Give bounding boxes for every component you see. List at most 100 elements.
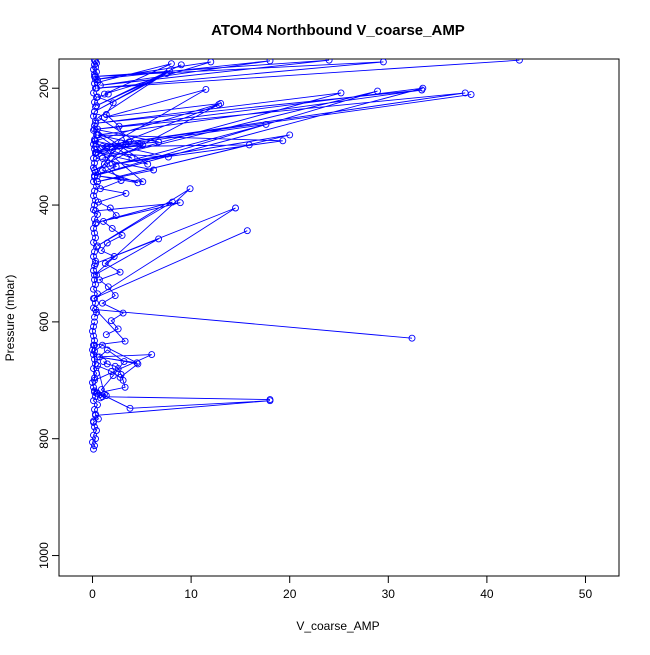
data-point (106, 204, 114, 212)
data-point (92, 306, 99, 314)
data-point (90, 224, 97, 232)
data-point (128, 154, 136, 162)
data-point (374, 87, 381, 95)
series-line (94, 309, 413, 381)
data-point (91, 98, 98, 106)
data-point (168, 198, 176, 206)
data-point (109, 99, 117, 107)
data-point (109, 372, 117, 380)
data-point (94, 242, 101, 250)
x-tick-label: 10 (184, 587, 198, 601)
data-point (92, 360, 99, 368)
data-point (90, 295, 97, 302)
data-point (93, 154, 100, 162)
data-point (108, 224, 116, 232)
data-point (103, 346, 111, 354)
data-point (111, 292, 119, 300)
data-point (92, 257, 99, 265)
data-point (115, 122, 123, 130)
data-point (94, 362, 101, 370)
data-point (139, 141, 147, 149)
data-point (92, 103, 99, 111)
data-point (91, 313, 98, 321)
data-point (90, 238, 97, 246)
data-point (103, 360, 111, 368)
data-point (92, 220, 99, 228)
data-point (99, 217, 107, 225)
data-point (136, 140, 144, 148)
y-tick-label: 200 (37, 78, 51, 98)
data-point (155, 138, 163, 146)
series-line (94, 59, 520, 95)
data-point (118, 231, 126, 239)
data-point (91, 347, 98, 355)
data-point (245, 141, 253, 149)
data-point (90, 323, 97, 331)
y-tick-label: 400 (37, 195, 51, 215)
data-point (91, 187, 98, 195)
data-point (217, 99, 225, 107)
series-4 (91, 306, 416, 384)
data-point (167, 60, 175, 68)
data-point (94, 178, 101, 186)
data-point (94, 198, 102, 206)
x-axis-label: V_coarse_AMP (296, 619, 379, 633)
series-line (94, 87, 472, 183)
data-point (90, 417, 97, 425)
data-point (379, 59, 387, 66)
data-point (92, 143, 99, 151)
x-tick-label: 20 (283, 587, 297, 601)
data-point (90, 332, 97, 340)
data-point (92, 260, 99, 267)
data-point (122, 189, 130, 197)
data-point (419, 84, 427, 92)
data-point (122, 140, 130, 148)
data-point (207, 59, 215, 66)
data-point (90, 140, 97, 148)
data-point (100, 90, 108, 98)
data-point (243, 227, 251, 235)
data-point (90, 192, 97, 200)
data-point (108, 146, 116, 153)
data-point (418, 86, 426, 94)
data-point (98, 143, 106, 151)
data-point (91, 248, 98, 256)
data-point (186, 185, 194, 193)
data-point (90, 112, 97, 120)
data-point (91, 73, 98, 80)
data-point (117, 177, 125, 184)
x-tick-label: 40 (480, 587, 494, 601)
data-point (103, 239, 111, 247)
data-point (94, 401, 101, 409)
data-point (91, 59, 98, 64)
data-point (90, 206, 97, 214)
data-point (91, 159, 98, 167)
data-point (90, 66, 97, 73)
data-point (94, 210, 101, 218)
data-point (408, 334, 416, 342)
data-point (150, 166, 158, 174)
data-point (92, 59, 99, 65)
data-point (202, 85, 210, 93)
y-axis: 200 400 600 800 1000 (37, 78, 60, 569)
data-point (94, 93, 101, 101)
data-point (94, 131, 101, 139)
data-point (91, 337, 98, 345)
data-point (95, 353, 103, 361)
data-point (91, 229, 98, 237)
data-point (91, 108, 98, 116)
series-line (91, 321, 100, 450)
series-6 (90, 185, 251, 302)
data-point (90, 267, 97, 274)
data-point (134, 179, 142, 187)
data-point (337, 89, 345, 97)
data-point (112, 212, 120, 220)
y-axis-label: Pressure (mbar) (3, 275, 17, 362)
data-point (279, 137, 287, 145)
data-point (286, 131, 294, 139)
data-point (148, 351, 156, 359)
data-point (164, 153, 172, 161)
series-5 (93, 346, 142, 402)
